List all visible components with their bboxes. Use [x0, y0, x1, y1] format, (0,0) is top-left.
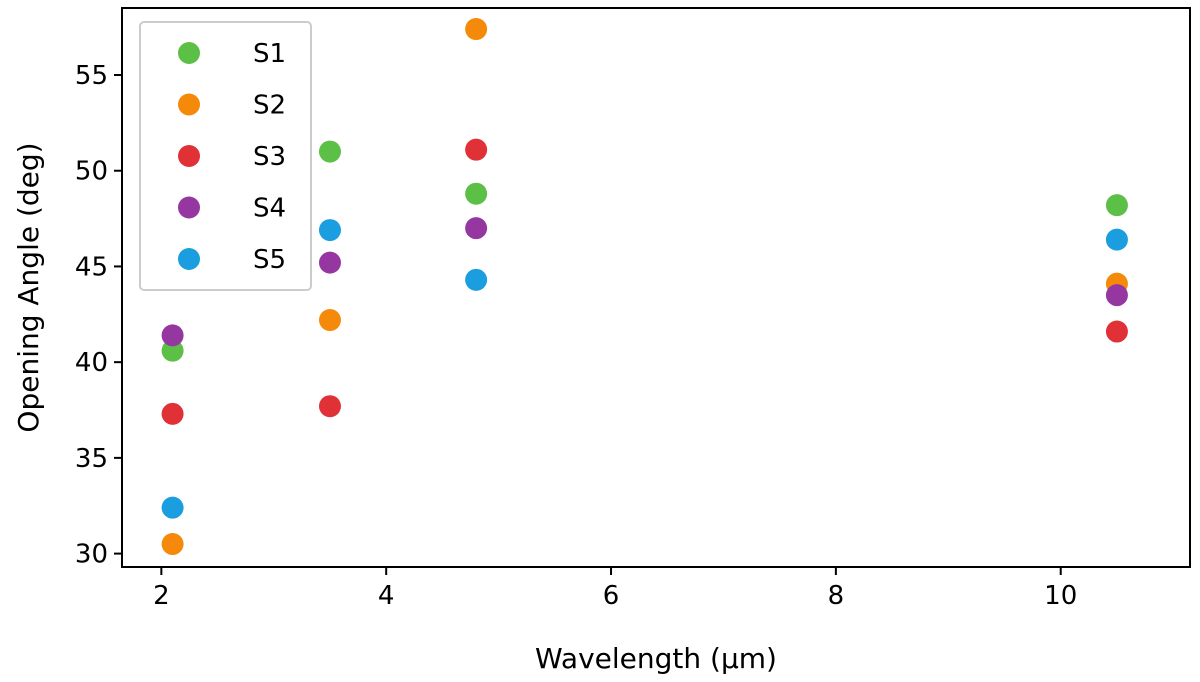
- point-s3-0: [161, 402, 184, 425]
- y-tick-label: 45: [75, 252, 108, 282]
- legend-label-s3: S3: [253, 142, 286, 172]
- point-s2-2: [465, 18, 488, 41]
- point-s5-3: [1105, 228, 1128, 251]
- legend-frame: [139, 21, 312, 291]
- y-tick-label: 40: [75, 348, 108, 378]
- point-s1-3: [1105, 194, 1128, 217]
- x-tick-label: 2: [153, 581, 170, 611]
- x-tick-label: 8: [828, 581, 845, 611]
- y-axis-label: Opening Angle (deg): [12, 142, 45, 432]
- point-s4-2: [465, 217, 488, 240]
- point-s1-2: [465, 182, 488, 205]
- legend-marker-s1: [178, 42, 200, 64]
- point-s5-2: [465, 268, 488, 291]
- legend-marker-s5: [178, 248, 200, 270]
- point-s1-0: [161, 339, 184, 362]
- legend-label-s4: S4: [253, 194, 286, 224]
- data-points: [161, 18, 1128, 556]
- point-s4-3: [1105, 284, 1128, 307]
- y-tick-label: 35: [75, 444, 108, 474]
- y-tick-label: 55: [75, 61, 108, 91]
- legend: S1 S2 S3 S4 S5: [139, 21, 312, 291]
- x-tick-label: 10: [1044, 581, 1077, 611]
- y-tick-label: 30: [75, 540, 108, 570]
- x-axis: 2 4 6 8 10: [153, 567, 1077, 611]
- legend-marker-s4: [178, 196, 200, 219]
- point-s4-1: [318, 251, 341, 274]
- point-s3-3: [1105, 320, 1128, 343]
- plot-frame: [121, 7, 1191, 568]
- y-axis: 30 35 40 45 50 55: [75, 61, 122, 570]
- point-s1-1: [318, 140, 341, 163]
- legend-label-s1: S1: [253, 39, 286, 69]
- x-axis-label: Wavelength (μm): [535, 642, 777, 675]
- point-s3-1: [318, 395, 341, 418]
- legend-label-s5: S5: [253, 245, 286, 275]
- legend-label-s2: S2: [253, 91, 286, 121]
- point-s4-0: [161, 324, 184, 347]
- legend-marker-s3: [178, 145, 200, 167]
- point-s5-1: [318, 219, 341, 242]
- y-tick-label: 50: [75, 157, 108, 187]
- point-s2-1: [318, 309, 341, 332]
- point-s5-0: [161, 496, 184, 519]
- x-tick-label: 6: [603, 581, 620, 611]
- x-tick-label: 4: [378, 581, 395, 611]
- legend-marker-s2: [178, 93, 200, 116]
- point-s2-0: [161, 533, 184, 556]
- point-s3-2: [465, 138, 488, 161]
